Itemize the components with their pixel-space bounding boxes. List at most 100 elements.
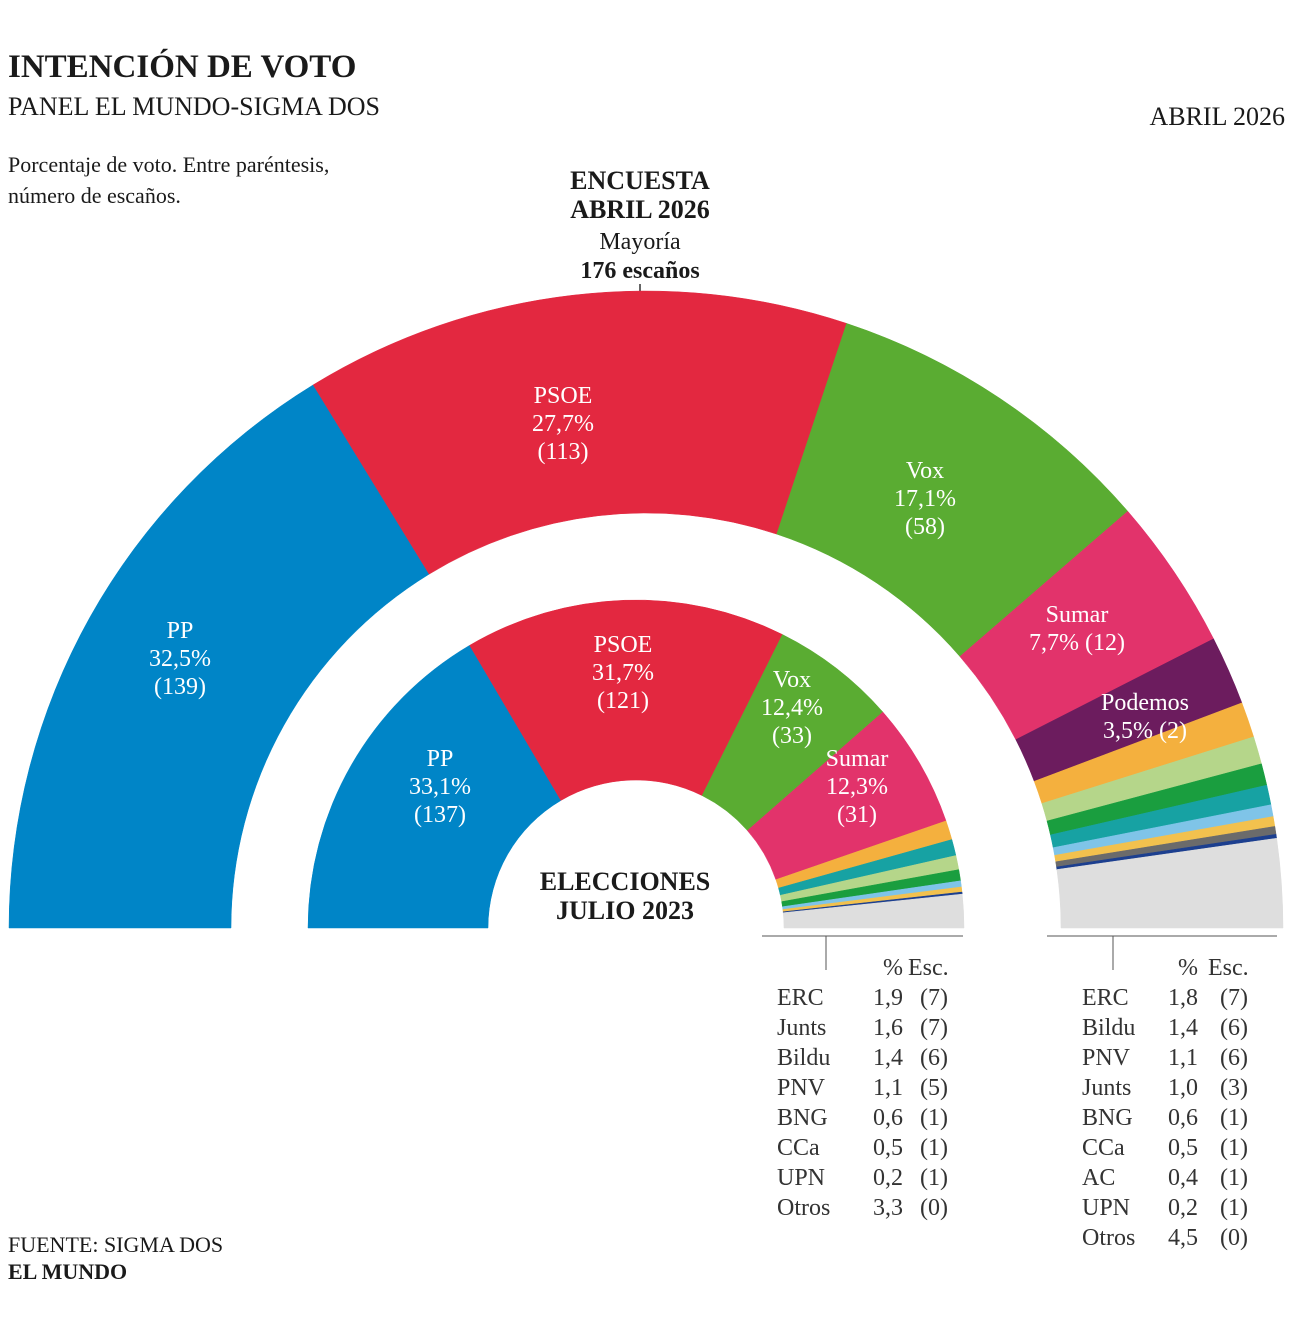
table-header: % [883,955,903,981]
table-name: Junts [1082,1075,1131,1101]
table-pct: 0,5 [873,1135,903,1161]
table-name: PNV [1082,1045,1131,1071]
table-pct: 1,1 [873,1075,903,1101]
table-pct: 1,6 [873,1015,903,1041]
seat-label: (12) [1085,630,1125,656]
seat-label: (139) [154,674,206,700]
brand: EL MUNDO [8,1259,127,1284]
table-name: BNG [777,1105,828,1131]
table-seats: (7) [920,985,948,1011]
seat-label: (31) [837,802,877,828]
value-label: 17,1% [894,486,956,512]
value-label: 33,1% [409,774,471,800]
value-group: 7,7% (12) [1029,630,1125,656]
value-label: 27,7% [532,411,594,437]
table-pct: 1,0 [1168,1075,1198,1101]
table-name: Bildu [777,1045,830,1071]
table-header: % [1178,955,1198,981]
table-seats: (3) [1220,1075,1248,1101]
table-seats: (7) [920,1015,948,1041]
subtitle: PANEL EL MUNDO-SIGMA DOS [8,92,380,121]
table-name: Otros [1082,1225,1135,1251]
slice [1056,837,1284,929]
table-name: CCa [777,1135,820,1161]
table-name: PNV [777,1075,826,1101]
slice [312,290,847,575]
table-name: ERC [1082,985,1129,1011]
table-seats: (1) [920,1135,948,1161]
value-label: 32,5% [149,646,211,672]
value-group: 3,5% (2) [1103,718,1187,744]
table-seats: (1) [1220,1165,1248,1191]
table-name: UPN [1082,1195,1130,1221]
table-name: Bildu [1082,1015,1135,1041]
table-name: BNG [1082,1105,1133,1131]
slice-label: Vox [906,458,944,484]
seat-label: (113) [537,439,588,465]
table-header: Esc. [908,955,949,981]
table-seats: (6) [920,1045,948,1071]
table-seats: (6) [1220,1015,1248,1041]
table-pct: 1,4 [1168,1015,1198,1041]
table-name: Otros [777,1195,830,1221]
value-label: 12,3% [826,774,888,800]
value-label: 3,5% [1103,718,1153,744]
table-seats: (1) [1220,1195,1248,1221]
seat-label: (121) [597,688,649,714]
slice [782,893,965,929]
value-label: 31,7% [592,660,654,686]
chart-title: ELECCIONES [540,867,711,896]
table-pct: 1,9 [873,985,903,1011]
annotation: 176 escaños [580,258,699,284]
table-seats: (1) [920,1105,948,1131]
table-name: AC [1082,1165,1115,1191]
table-pct: 0,6 [873,1105,903,1131]
table-seats: (1) [920,1165,948,1191]
slice [307,644,562,929]
table-seats: (6) [1220,1045,1248,1071]
slice-label: Vox [773,667,811,693]
table-seats: (5) [920,1075,948,1101]
table-pct: 0,5 [1168,1135,1198,1161]
table-pct: 3,3 [873,1195,903,1221]
slice [469,599,783,801]
slice-label: PP [167,618,194,644]
note: número de escaños. [8,183,181,208]
slice-label: Sumar [1046,602,1109,628]
slice-label: Podemos [1101,690,1189,716]
slice-label: PSOE [534,383,593,409]
slice-label: PP [427,746,454,772]
table-header: Esc. [1208,955,1249,981]
table-seats: (0) [920,1195,948,1221]
table-name: Junts [777,1015,826,1041]
table-pct: 4,5 [1168,1225,1198,1251]
table-pct: 0,2 [1168,1195,1198,1221]
table-pct: 0,6 [1168,1105,1198,1131]
table-seats: (1) [1220,1105,1248,1131]
date: ABRIL 2026 [1149,102,1285,131]
note: Porcentaje de voto. Entre paréntesis, [8,152,329,177]
slice-label: Sumar [826,746,889,772]
table-name: CCa [1082,1135,1125,1161]
seat-label: (2) [1159,718,1187,744]
table-name: ERC [777,985,824,1011]
table-seats: (1) [1220,1135,1248,1161]
table-seats: (0) [1220,1225,1248,1251]
title: INTENCIÓN DE VOTO [8,47,356,85]
seat-label: (58) [905,514,945,540]
table-pct: 0,2 [873,1165,903,1191]
table-pct: 1,1 [1168,1045,1198,1071]
value-label: 12,4% [761,695,823,721]
source: FUENTE: SIGMA DOS [8,1232,223,1257]
chart-title: ENCUESTA [570,166,710,195]
table-seats: (7) [1220,985,1248,1011]
chart-title: JULIO 2023 [556,896,694,925]
value-label: 7,7% [1029,630,1079,656]
table-pct: 1,8 [1168,985,1198,1011]
table-name: UPN [777,1165,825,1191]
slice-label: PSOE [594,632,653,658]
annotation: Mayoría [599,229,681,255]
chart-title: ABRIL 2026 [570,195,709,224]
seat-label: (33) [772,723,812,749]
